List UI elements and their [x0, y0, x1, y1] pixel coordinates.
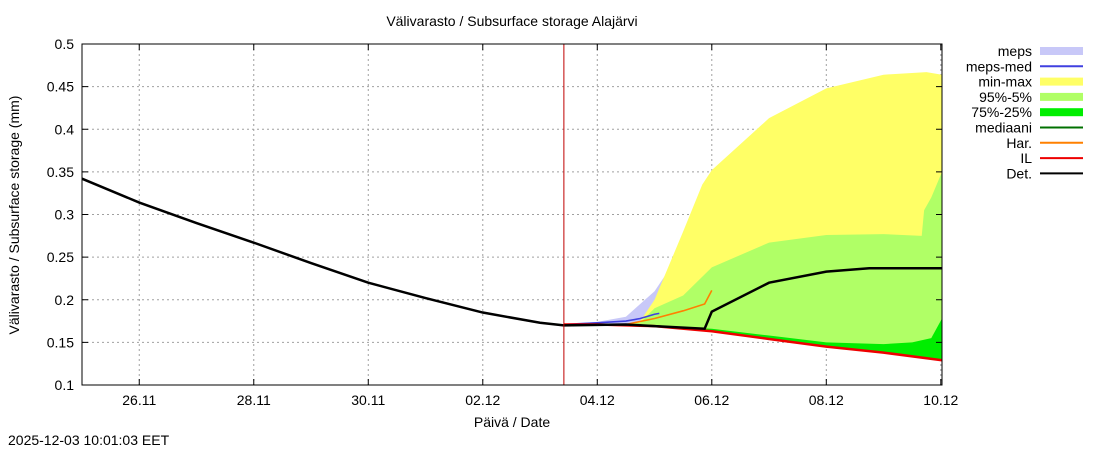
y-tick-label: 0.35: [47, 164, 74, 180]
band-75-25-: [654, 318, 942, 361]
y-axis-label: Välivarasto / Subsurface storage (mm): [6, 96, 22, 335]
timestamp: 2025-12-03 10:01:03 EET: [8, 432, 170, 448]
legend-swatch: [1040, 47, 1083, 55]
x-axis-label: Päivä / Date: [474, 414, 550, 430]
series-Har-: [625, 290, 713, 326]
x-tick-label: 10.12: [923, 392, 958, 408]
x-tick-label: 08.12: [809, 392, 844, 408]
y-tick-label: 0.1: [55, 377, 75, 393]
legend-label: Har.: [1006, 135, 1032, 151]
y-tick-label: 0.25: [47, 249, 74, 265]
x-tick-label: 28.11: [237, 392, 271, 408]
x-tick-label: 26.11: [122, 392, 156, 408]
legend: mepsmeps-medmin-max95%-5%75%-25%mediaani…: [966, 43, 1083, 181]
series-meps-med: [563, 312, 660, 326]
bands: [563, 72, 942, 361]
y-tick-label: 0.45: [47, 79, 74, 95]
legend-swatch: [1040, 77, 1083, 86]
legend-swatch: [1040, 108, 1083, 117]
series-mediaani: [81, 177, 564, 327]
x-tick-label: 02.12: [465, 392, 500, 408]
y-tick-label: 0.4: [55, 121, 75, 137]
series-lines: [81, 177, 943, 362]
x-tick-label: 06.12: [694, 392, 729, 408]
legend-label: 95%-5%: [979, 89, 1032, 105]
legend-label: IL: [1020, 150, 1032, 166]
y-tick-label: 0.2: [55, 292, 75, 308]
x-tick-label: 30.11: [351, 392, 385, 408]
legend-label: min-max: [978, 74, 1032, 90]
series-Det-: [81, 177, 942, 331]
legend-label: meps-med: [966, 58, 1032, 74]
legend-label: meps: [998, 43, 1032, 59]
y-tick-label: 0.3: [55, 207, 75, 223]
chart-title: Välivarasto / Subsurface storage Alajärv…: [386, 13, 637, 29]
x-tick-label: 04.12: [580, 392, 615, 408]
band-95-5-: [625, 171, 942, 361]
y-tick-label: 0.5: [55, 36, 75, 52]
legend-label: mediaani: [975, 120, 1032, 136]
y-tick-label: 0.15: [47, 334, 74, 350]
legend-label: 75%-25%: [971, 104, 1032, 120]
legend-swatch: [1040, 92, 1083, 101]
ticks: 0.1 0.15 0.2 0.25 0.3 0.35 0.4 0.45 0.5 26.11 28.1…: [47, 36, 959, 408]
legend-label: Det.: [1006, 165, 1032, 181]
